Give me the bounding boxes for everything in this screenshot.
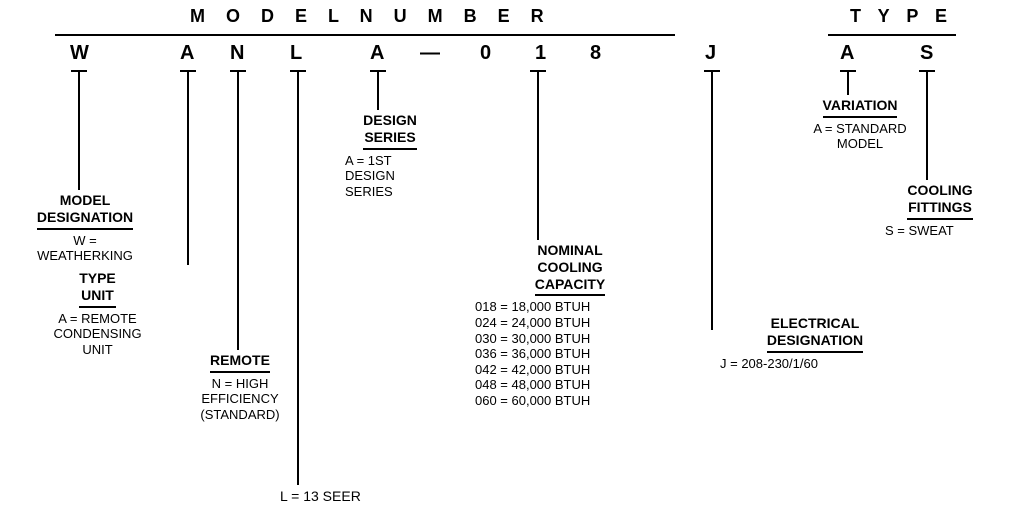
electrical-title: ELECTRICALDESIGNATION xyxy=(767,315,863,353)
vline-c678 xyxy=(537,70,539,240)
variation-title: VARIATION xyxy=(823,97,898,118)
code-char-9: J xyxy=(705,42,716,65)
vline-c1 xyxy=(78,70,80,190)
design-series-desc1: A = 1ST xyxy=(335,153,445,169)
vline-c9 xyxy=(711,70,713,330)
vline-c5 xyxy=(377,70,379,110)
title-model-number: M O D E L N U M B E R xyxy=(190,6,552,27)
remote-desc2: EFFICIENCY xyxy=(170,391,310,407)
code-dash: — xyxy=(420,42,440,65)
type-unit-title: TYPEUNIT xyxy=(79,270,116,308)
vline-c4 xyxy=(297,70,299,485)
nominal-cooling-row: 048 = 48,000 BTUH xyxy=(475,377,670,393)
model-designation-desc1: W = xyxy=(15,233,155,249)
block-design-series: DESIGNSERIES A = 1ST DESIGN SERIES xyxy=(335,112,445,199)
model-designation-desc2: WEATHERKING xyxy=(15,248,155,264)
code-char-7: 1 xyxy=(535,42,546,65)
block-type-unit: TYPEUNIT A = REMOTE CONDENSING UNIT xyxy=(20,270,175,357)
code-char-4: L xyxy=(290,42,302,65)
nominal-cooling-row: 042 = 42,000 BTUH xyxy=(475,362,670,378)
code-char-8: 8 xyxy=(590,42,601,65)
seer-desc: L = 13 SEER xyxy=(280,488,361,504)
vline-c3 xyxy=(237,70,239,350)
block-remote: REMOTE N = HIGH EFFICIENCY (STANDARD) xyxy=(170,352,310,423)
type-char-1: A xyxy=(840,42,854,65)
code-char-5: A xyxy=(370,42,384,65)
vline-c2 xyxy=(187,70,189,265)
design-series-desc2: DESIGN xyxy=(335,168,445,184)
nominal-cooling-rows: 018 = 18,000 BTUH024 = 24,000 BTUH030 = … xyxy=(470,299,670,408)
design-series-desc3: SERIES xyxy=(335,184,445,200)
type-unit-desc3: UNIT xyxy=(20,342,175,358)
design-series-title: DESIGNSERIES xyxy=(363,112,417,150)
type-unit-desc2: CONDENSING xyxy=(20,326,175,342)
underline-type xyxy=(828,34,956,36)
cooling-fittings-desc: S = SWEAT xyxy=(875,223,1005,239)
block-cooling-fittings: COOLINGFITTINGS S = SWEAT xyxy=(875,182,1005,238)
title-type: T Y P E xyxy=(850,6,953,27)
code-char-1: W xyxy=(70,42,89,65)
vline-t1 xyxy=(847,70,849,95)
nominal-cooling-row: 018 = 18,000 BTUH xyxy=(475,299,670,315)
block-electrical: ELECTRICALDESIGNATION J = 208-230/1/60 xyxy=(720,315,910,371)
variation-desc1: A = STANDARD xyxy=(785,121,935,137)
block-variation: VARIATION A = STANDARD MODEL xyxy=(785,97,935,152)
nominal-cooling-row: 036 = 36,000 BTUH xyxy=(475,346,670,362)
nominal-cooling-row: 030 = 30,000 BTUH xyxy=(475,331,670,347)
nominal-cooling-title: NOMINALCOOLINGCAPACITY xyxy=(535,242,606,296)
electrical-desc: J = 208-230/1/60 xyxy=(720,356,910,372)
code-char-6: 0 xyxy=(480,42,491,65)
code-char-2: A xyxy=(180,42,194,65)
type-char-2: S xyxy=(920,42,933,65)
variation-desc2: MODEL xyxy=(785,136,935,152)
code-char-3: N xyxy=(230,42,244,65)
nominal-cooling-row: 060 = 60,000 BTUH xyxy=(475,393,670,409)
remote-desc1: N = HIGH xyxy=(170,376,310,392)
cooling-fittings-title: COOLINGFITTINGS xyxy=(907,182,972,220)
nominal-cooling-row: 024 = 24,000 BTUH xyxy=(475,315,670,331)
model-designation-title: MODELDESIGNATION xyxy=(37,192,133,230)
block-nominal-cooling: NOMINALCOOLINGCAPACITY 018 = 18,000 BTUH… xyxy=(470,242,670,409)
block-model-designation: MODELDESIGNATION W = WEATHERKING xyxy=(15,192,155,264)
underline-model-number xyxy=(55,34,675,36)
model-number-diagram: M O D E L N U M B E R T Y P E W A N L A … xyxy=(0,0,1024,516)
remote-title: REMOTE xyxy=(210,352,270,373)
remote-desc3: (STANDARD) xyxy=(170,407,310,423)
block-seer: L = 13 SEER xyxy=(280,488,440,505)
type-unit-desc1: A = REMOTE xyxy=(20,311,175,327)
